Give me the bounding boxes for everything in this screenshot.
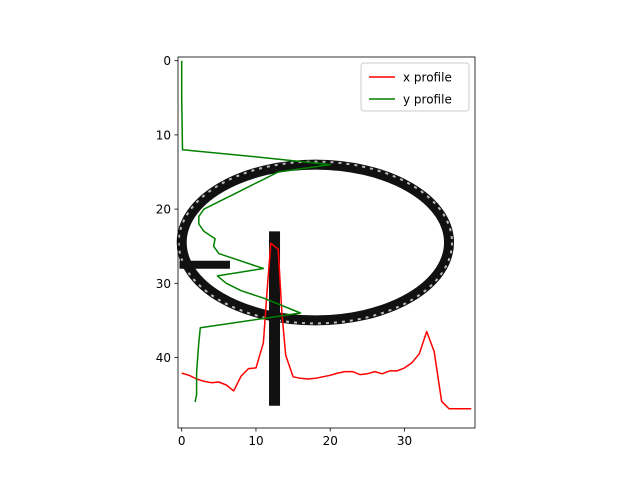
series-line-y-profile xyxy=(180,60,331,403)
series-line-x-profile xyxy=(181,242,472,410)
y-tick-label: 0 xyxy=(163,54,171,68)
x-tick-label: 10 xyxy=(248,434,263,448)
series-layer xyxy=(180,60,472,410)
image-loop-stroke xyxy=(176,159,455,326)
x-tick-label: 0 xyxy=(178,434,186,448)
legend-label: x profile xyxy=(403,71,452,85)
legend: x profile y profile xyxy=(360,62,470,112)
y-tick-label: 20 xyxy=(156,203,171,217)
x-tick-label: 20 xyxy=(323,434,338,448)
y-tick-label: 30 xyxy=(156,277,171,291)
y-tick-label: 10 xyxy=(156,128,171,142)
y-tick-label: 40 xyxy=(156,351,171,365)
profile-image xyxy=(176,159,455,406)
x-tick-label: 30 xyxy=(397,434,412,448)
tick-layer: 0 10 20 30 0 10 20 30 40 xyxy=(156,54,412,448)
legend-label: y profile xyxy=(403,93,452,107)
image-loop-antialias xyxy=(177,160,454,325)
axes-frame xyxy=(177,56,476,429)
